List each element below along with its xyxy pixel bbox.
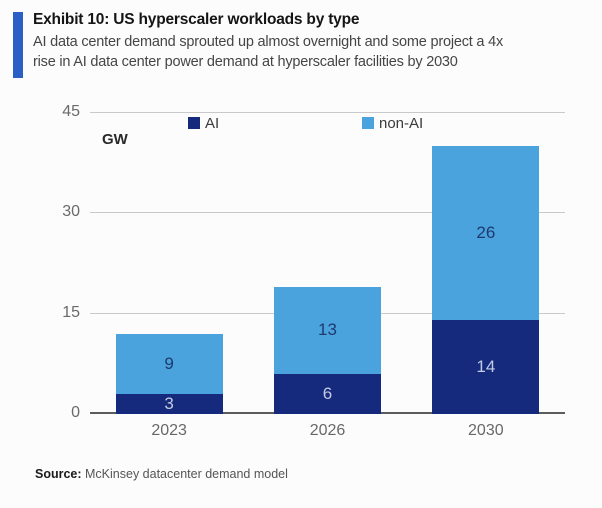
- source-text: McKinsey datacenter demand model: [81, 467, 288, 481]
- y-axis-unit-label: GW: [102, 131, 128, 148]
- legend-swatch-ai: [188, 117, 200, 129]
- x-tick-label: 2030: [468, 422, 504, 439]
- bar-segment-ai-2030: 14: [432, 320, 540, 414]
- legend-item-non-ai: non-AI: [362, 114, 424, 132]
- bar-value-label: 6: [322, 383, 333, 403]
- legend-swatch-non-ai: [362, 117, 374, 129]
- bar-value-label: 9: [164, 353, 174, 373]
- source-line: Source: McKinsey datacenter demand model: [35, 467, 288, 481]
- bar-segment-ai-2023: 3: [115, 393, 223, 414]
- y-tick-label: 15: [62, 303, 80, 321]
- legend-item-ai: AI: [188, 114, 220, 132]
- source-label: Source:: [35, 467, 82, 481]
- bar-segment-ai-2026: 6: [274, 373, 381, 414]
- legend-label: AI: [205, 114, 220, 132]
- y-tick-label: 45: [62, 103, 80, 120]
- bar-segment-non-ai-2026: 13: [274, 286, 381, 374]
- stacked-bar-chart: 0 15 30 45 AI non-AI 3 9 2023 6 13 2026 14 26 2030: [62, 103, 565, 439]
- y-tick-label: 30: [62, 203, 80, 221]
- bar-value-label: 26: [476, 223, 496, 243]
- exhibit-subtitle: AI data center demand sprouted up almost…: [33, 34, 504, 70]
- bar-value-label: 3: [164, 393, 174, 413]
- bar-segment-non-ai-2023: 9: [115, 333, 223, 394]
- x-tick-label: 2023: [151, 422, 187, 439]
- bar-value-label: 13: [318, 320, 337, 340]
- exhibit-title: Exhibit 10: US hyperscaler workloads by …: [33, 11, 360, 28]
- exhibit-accent-bar: [13, 12, 23, 78]
- bar-segment-non-ai-2030: 26: [432, 146, 540, 321]
- bar-value-label: 14: [476, 357, 496, 377]
- legend-label: non-AI: [379, 114, 424, 132]
- x-tick-label: 2026: [309, 422, 346, 439]
- y-tick-label: 0: [71, 404, 80, 421]
- gridline: [90, 112, 565, 113]
- gridline: [90, 212, 565, 214]
